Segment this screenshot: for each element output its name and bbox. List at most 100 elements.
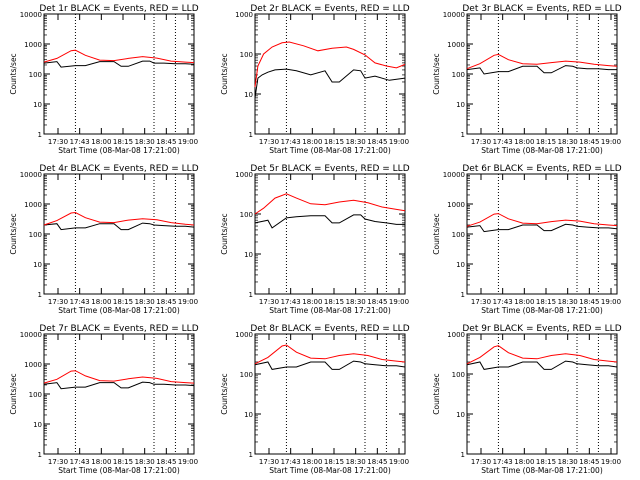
series-events-line — [466, 223, 618, 233]
series-events-line — [254, 68, 406, 98]
y-tick-label: 1000 — [235, 171, 253, 179]
x-tick-label: 17:43 — [70, 298, 90, 306]
y-tick-label: 10 — [33, 261, 42, 269]
panel-det-2: Det 2r BLACK = Events, RED = LLD 1 10 100 10… — [220, 4, 410, 155]
x-tick-label: 18:15 — [324, 298, 344, 306]
x-tick-label: 18:00 — [514, 458, 534, 466]
y-tick-label: 1000 — [24, 361, 42, 369]
panel-det-9: Det 9r BLACK = Events, RED = LLD 1 10 100 10… — [432, 324, 622, 475]
panel-title: Det 9r BLACK = Events, RED = LLD — [462, 324, 621, 334]
x-tick-label: 18:15 — [324, 458, 344, 466]
x-tick-label: 19:00 — [178, 138, 198, 146]
y-tick-label: 1000 — [24, 41, 42, 49]
series-lld-line — [466, 345, 618, 365]
x-tick-label: 17:43 — [281, 298, 301, 306]
y-tick-label: 10000 — [20, 331, 42, 339]
y-tick-label: 10 — [456, 261, 465, 269]
y-axis-label: Counts/sec — [220, 53, 229, 94]
y-tick-label: 1 — [249, 291, 253, 299]
y-tick-label: 1000 — [24, 201, 42, 209]
x-tick-label: 17:30 — [259, 458, 279, 466]
x-tick-label: 18:45 — [156, 138, 176, 146]
x-tick-label: 17:30 — [471, 138, 491, 146]
x-tick-label: 18:15 — [113, 458, 133, 466]
y-axis-label: Counts/sec — [432, 373, 441, 414]
y-tick-label: 10 — [456, 411, 465, 419]
x-tick-label: 17:43 — [281, 458, 301, 466]
x-tick-label: 18:30 — [135, 458, 155, 466]
y-tick-label: 10 — [456, 101, 465, 109]
x-tick-label: 18:45 — [579, 458, 599, 466]
y-tick-label: 1 — [38, 131, 42, 139]
series-events-line — [254, 360, 406, 370]
y-axis-label: Counts/sec — [220, 213, 229, 254]
series-lld-line — [254, 344, 406, 365]
x-tick-label: 19:00 — [178, 458, 198, 466]
x-axis-label: Start Time (08-Mar-08 17:21:00) — [269, 466, 391, 475]
x-tick-label: 18:00 — [514, 298, 534, 306]
series-lld-line — [466, 53, 618, 70]
y-axis-label: Counts/sec — [9, 373, 18, 414]
x-tick-label: 18:15 — [113, 298, 133, 306]
y-tick-label: 1000 — [447, 41, 465, 49]
x-tick-label: 19:00 — [178, 298, 198, 306]
x-tick-label: 17:43 — [493, 458, 513, 466]
x-tick-label: 19:00 — [389, 458, 409, 466]
x-tick-label: 18:45 — [367, 298, 387, 306]
y-tick-label: 10000 — [20, 171, 42, 179]
x-axis-label: Start Time (08-Mar-08 17:21:00) — [269, 306, 391, 315]
panel-title: Det 2r BLACK = Events, RED = LLD — [250, 4, 409, 14]
x-tick-label: 18:30 — [346, 458, 366, 466]
y-axis-label: Counts/sec — [432, 53, 441, 94]
x-tick-label: 19:00 — [389, 298, 409, 306]
y-tick-label: 1 — [38, 451, 42, 459]
x-tick-label: 18:30 — [135, 298, 155, 306]
x-axis-label: Start Time (08-Mar-08 17:21:00) — [481, 146, 603, 155]
y-tick-label: 1 — [461, 131, 465, 139]
x-tick-label: 18:15 — [536, 138, 556, 146]
x-tick-label: 18:30 — [346, 138, 366, 146]
y-tick-label: 100 — [240, 211, 253, 219]
x-axis-label: Start Time (08-Mar-08 17:21:00) — [58, 146, 180, 155]
x-tick-label: 17:43 — [70, 458, 90, 466]
x-tick-label: 18:00 — [514, 138, 534, 146]
panel-det-4: Det 4r BLACK = Events, RED = LLD 1 10 100 10… — [9, 164, 199, 315]
panel-title: Det 5r BLACK = Events, RED = LLD — [250, 164, 409, 174]
panel-title: Det 4r BLACK = Events, RED = LLD — [39, 164, 198, 174]
panel-det-8: Det 8r BLACK = Events, RED = LLD 1 10 100 10… — [220, 324, 410, 475]
x-tick-label: 17:30 — [48, 138, 68, 146]
y-tick-label: 1 — [249, 451, 253, 459]
plot-frame — [254, 333, 406, 455]
series-lld-line — [43, 211, 195, 226]
y-tick-label: 10 — [33, 421, 42, 429]
x-tick-label: 17:43 — [70, 138, 90, 146]
series-lld-line — [43, 370, 195, 384]
y-axis-label: Counts/sec — [432, 213, 441, 254]
x-tick-label: 18:30 — [558, 458, 578, 466]
x-tick-label: 18:45 — [156, 298, 176, 306]
y-tick-label: 1000 — [235, 11, 253, 19]
y-tick-label: 10000 — [443, 11, 465, 19]
y-axis-label: Counts/sec — [9, 213, 18, 254]
x-tick-label: 17:43 — [493, 138, 513, 146]
y-tick-label: 100 — [240, 371, 253, 379]
x-tick-label: 18:00 — [91, 298, 111, 306]
series-lld-line — [466, 213, 618, 227]
x-tick-label: 18:00 — [91, 138, 111, 146]
x-axis-label: Start Time (08-Mar-08 17:21:00) — [481, 306, 603, 315]
y-tick-label: 100 — [452, 231, 465, 239]
x-tick-label: 17:30 — [471, 298, 491, 306]
series-events-line — [43, 60, 195, 68]
series-events-line — [254, 214, 405, 229]
x-tick-label: 19:00 — [601, 458, 621, 466]
y-tick-label: 1000 — [447, 201, 465, 209]
panel-title: Det 7r BLACK = Events, RED = LLD — [39, 324, 198, 334]
x-tick-label: 17:30 — [259, 298, 279, 306]
x-tick-label: 18:45 — [156, 458, 176, 466]
x-tick-label: 18:30 — [135, 138, 155, 146]
y-tick-label: 10000 — [20, 11, 42, 19]
panel-title: Det 3r BLACK = Events, RED = LLD — [462, 4, 621, 14]
plot-frame — [254, 173, 406, 295]
